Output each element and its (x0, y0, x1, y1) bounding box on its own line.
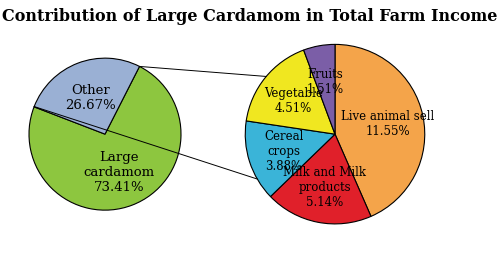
Text: Vegetable
4.51%: Vegetable 4.51% (264, 87, 322, 115)
Wedge shape (245, 121, 335, 197)
Wedge shape (34, 59, 140, 135)
Text: Cereal
crops
3.88%: Cereal crops 3.88% (264, 130, 304, 172)
Wedge shape (246, 51, 335, 135)
Text: Fruits
1.51%: Fruits 1.51% (307, 68, 344, 96)
Text: Contribution of Large Cardamom in Total Farm Income: Contribution of Large Cardamom in Total … (2, 8, 498, 25)
Text: Milk and Milk
products
5.14%: Milk and Milk products 5.14% (283, 166, 366, 209)
Wedge shape (270, 135, 371, 224)
Wedge shape (335, 45, 425, 216)
Text: Large
cardamom
73.41%: Large cardamom 73.41% (84, 150, 154, 193)
Wedge shape (29, 67, 181, 210)
Text: Live animal sell
11.55%: Live animal sell 11.55% (341, 110, 434, 138)
Wedge shape (304, 45, 335, 135)
Text: Other
26.67%: Other 26.67% (66, 84, 116, 112)
